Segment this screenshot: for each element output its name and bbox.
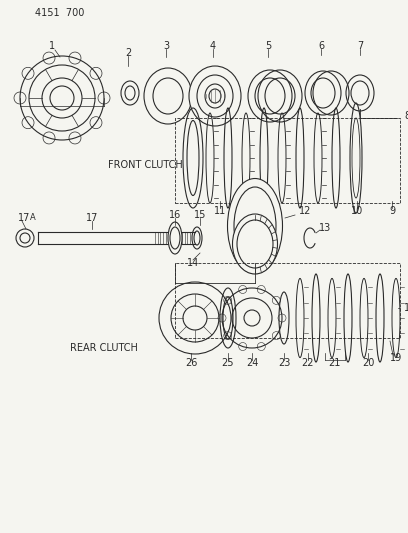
Text: 15: 15	[194, 210, 206, 220]
Bar	[175, 118, 400, 203]
Text: 3: 3	[163, 41, 169, 51]
Text: 4: 4	[210, 41, 216, 51]
Ellipse shape	[189, 66, 241, 126]
Text: 16: 16	[169, 210, 181, 220]
Ellipse shape	[228, 179, 282, 273]
Text: 14: 14	[187, 258, 199, 268]
Text: REAR CLUTCH: REAR CLUTCH	[70, 343, 138, 353]
Text: 18: 18	[404, 303, 408, 313]
Ellipse shape	[205, 84, 225, 108]
Bar	[175, 263, 400, 338]
Ellipse shape	[144, 68, 192, 124]
Text: 1: 1	[49, 41, 55, 51]
Text: 8: 8	[404, 111, 408, 121]
Text: 25: 25	[222, 358, 234, 368]
Text: 26: 26	[185, 358, 197, 368]
Ellipse shape	[248, 70, 292, 122]
Text: 19: 19	[390, 353, 402, 363]
Text: 10: 10	[351, 206, 363, 216]
Text: 9: 9	[389, 206, 395, 216]
Text: 22: 22	[302, 358, 314, 368]
Text: 13: 13	[319, 223, 331, 233]
Ellipse shape	[233, 214, 277, 274]
Text: 23: 23	[278, 358, 290, 368]
Text: 4151  700: 4151 700	[35, 8, 84, 18]
Ellipse shape	[305, 71, 341, 115]
Text: 20: 20	[362, 358, 374, 368]
Text: 5: 5	[265, 41, 271, 51]
Text: 2: 2	[125, 48, 131, 58]
Text: 7: 7	[357, 41, 363, 51]
Text: A: A	[30, 214, 36, 222]
Text: 21: 21	[328, 358, 340, 368]
Ellipse shape	[168, 222, 182, 254]
Text: 6: 6	[318, 41, 324, 51]
Text: 12: 12	[299, 206, 311, 216]
Text: FRONT CLUTCH: FRONT CLUTCH	[108, 160, 183, 170]
Text: 11: 11	[214, 206, 226, 216]
Text: 24: 24	[246, 358, 258, 368]
Text: 17: 17	[86, 213, 98, 223]
Text: 17: 17	[18, 213, 30, 223]
